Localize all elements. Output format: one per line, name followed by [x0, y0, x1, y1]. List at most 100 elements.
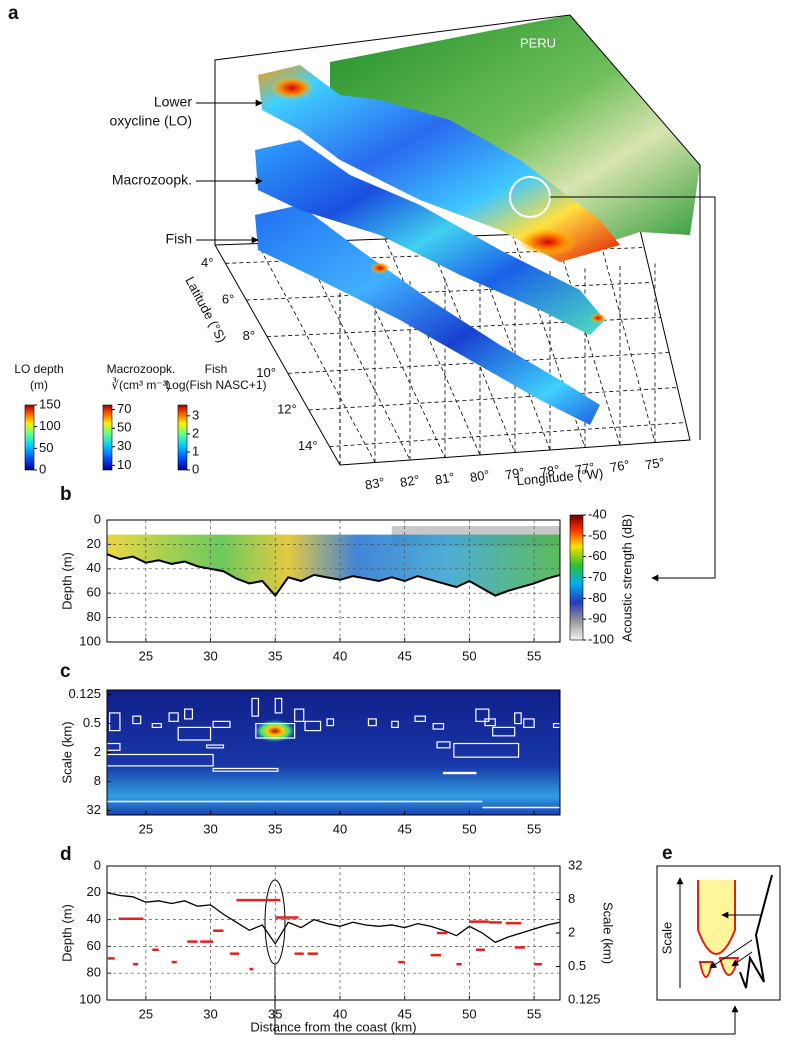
grid-line: [427, 237, 516, 453]
x-tick-label: 50: [462, 821, 476, 836]
grid-line: [384, 238, 481, 456]
x-tick-label: 40: [333, 821, 347, 836]
structure-box: [367, 718, 377, 727]
structure-box: [274, 697, 283, 714]
structure-box: [255, 722, 296, 739]
y-tick-label: 14°: [298, 438, 318, 453]
x-tick-label: 30: [203, 648, 217, 663]
x-tick-label: 45: [397, 648, 411, 663]
x-tick-label: 82°: [399, 472, 421, 490]
panel-label: b: [60, 484, 72, 505]
y-tick-label: 2: [94, 744, 101, 759]
signal: [739, 874, 773, 989]
hotspot: [518, 228, 578, 256]
layer-label: Macrozoopk.: [112, 172, 192, 188]
y2-tick-label: 0.5: [568, 958, 586, 973]
x-tick-label: 35: [268, 821, 282, 836]
structure-box: [212, 720, 231, 728]
colorbar-tick-label: -40: [588, 506, 607, 521]
y-tick-label: 80: [87, 609, 101, 624]
y-tick-label: 12°: [277, 401, 297, 416]
x-tick-label: 76°: [609, 457, 631, 475]
x-tick-label: 50: [462, 648, 476, 663]
y-tick-label: 20: [87, 884, 101, 899]
colorbar-title: LO depth: [14, 362, 63, 376]
structure-box: [251, 697, 260, 717]
colorbar: [24, 404, 35, 471]
echogram-area: [107, 534, 560, 596]
x-tick-label: 55: [527, 1006, 541, 1021]
structure-box: [184, 708, 194, 720]
y2-tick-label: 8: [568, 891, 575, 906]
macrozooplankton-layer: [255, 140, 605, 335]
colorbar: [102, 404, 113, 471]
panel-label: a: [8, 3, 19, 24]
x-axis-label: Distance from the coast (km): [250, 1019, 416, 1034]
x-tick-label: 75°: [644, 454, 666, 472]
x-tick-label: 81°: [434, 469, 456, 487]
y-tick-label: 10°: [256, 365, 276, 380]
colorbar: [569, 514, 584, 641]
y-axis-label: Latitude (°S): [182, 274, 229, 345]
colorbar-tick-label: 30: [117, 438, 131, 453]
colorbar-tick-label: -50: [588, 527, 607, 542]
structure-box: [414, 715, 426, 722]
y-tick-label: 8: [94, 773, 101, 788]
colorbar-tick-label: 0: [192, 461, 199, 476]
y-axis-label: Scale (km): [59, 721, 74, 783]
colorbar-tick-label: -70: [588, 569, 607, 584]
y-tick-label: 4°: [201, 255, 213, 270]
fish-layer: [255, 205, 600, 425]
structure-box: [132, 715, 142, 725]
x-tick-label: 40: [333, 648, 347, 663]
structure-box: [442, 771, 477, 775]
oxycline-layer: [258, 65, 620, 262]
wavelet-background: [107, 690, 560, 815]
structure-box: [294, 708, 305, 722]
grid-line: [597, 231, 656, 443]
grid-line: [342, 240, 446, 458]
colorbar-title: Acoustic strength (dB): [619, 514, 634, 642]
x-tick-label: 55: [527, 648, 541, 663]
map-floor: [214, 229, 691, 466]
panel-label: c: [60, 661, 71, 682]
colorbar-tick-label: 0: [39, 461, 46, 476]
x-tick-label: 30: [203, 821, 217, 836]
pointer-arrow: [731, 951, 753, 967]
layer-label: Lower: [154, 94, 192, 110]
colorbar-tick-label: -90: [588, 611, 607, 626]
y-tick-label: 20: [87, 536, 101, 551]
y-tick-label: 100: [79, 991, 101, 1006]
colorbar-tick-label: -80: [588, 590, 607, 605]
layer-label: Fish: [166, 231, 192, 247]
structure-box: [432, 722, 445, 730]
colorbar-tick-label: 50: [39, 440, 53, 455]
y2-tick-label: 32: [568, 857, 582, 872]
x-tick-label: 25: [139, 648, 153, 663]
x-tick-label: 35: [268, 648, 282, 663]
structure-box: [206, 744, 225, 749]
structure-box: [391, 720, 399, 728]
structure-box: [453, 742, 520, 758]
country-label: PERU: [520, 35, 556, 50]
plot-frame: [106, 519, 561, 643]
wavelet-shape: [698, 880, 735, 954]
structure-box: [108, 712, 121, 732]
y-tick-label: 40: [87, 560, 101, 575]
x-tick-label: 83°: [364, 474, 386, 492]
x-tick-label: 78°: [539, 462, 561, 480]
x-tick-label: 30: [203, 1006, 217, 1021]
hotspot: [270, 76, 314, 100]
x-tick-label: 50: [462, 1006, 476, 1021]
oxycline-line: [106, 553, 561, 598]
grid-line: [554, 232, 621, 446]
structure-box: [523, 718, 535, 728]
structure-box: [514, 712, 522, 725]
plot-frame: [106, 865, 561, 1001]
x-tick-label: 45: [397, 1006, 411, 1021]
colorbar-title: Macrozoopk.: [107, 362, 176, 376]
y-tick-label: 40: [87, 911, 101, 926]
y-tick-label: 0: [94, 857, 101, 872]
y2-tick-label: 2: [568, 924, 575, 939]
colorbar-tick-label: 100: [39, 418, 61, 433]
